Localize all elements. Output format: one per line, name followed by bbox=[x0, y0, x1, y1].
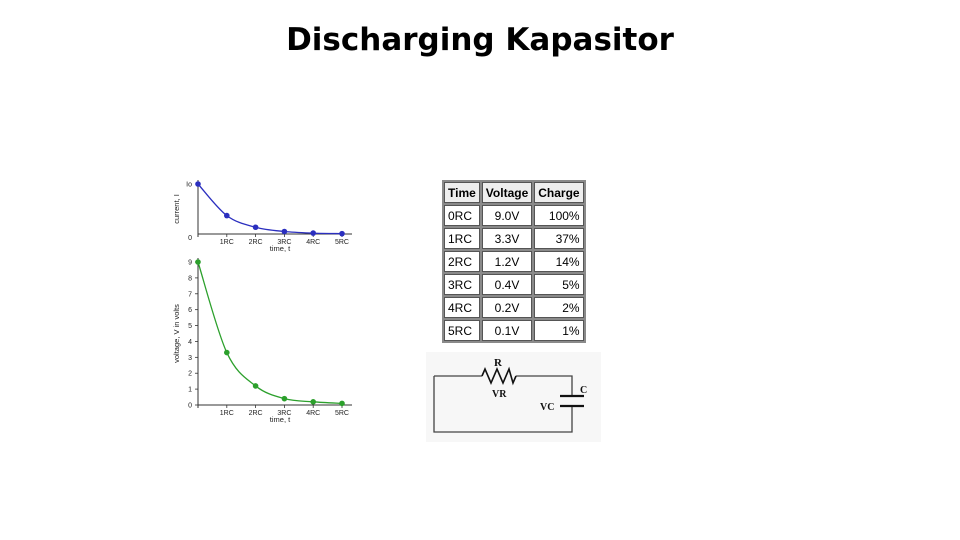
capacitor-label: C bbox=[580, 385, 587, 396]
data-point bbox=[281, 228, 288, 235]
x-tick-label: 2RC bbox=[249, 239, 263, 246]
y-tick-label: 0 bbox=[188, 403, 192, 410]
table-row: 4RC 0.2V 2% bbox=[444, 297, 584, 318]
x-tick-label: 2RC bbox=[249, 410, 263, 417]
column-header-charge: Charge bbox=[534, 182, 584, 203]
y-tick-label: Io bbox=[186, 182, 192, 189]
column-header-time: Time bbox=[444, 182, 480, 203]
table-header-row: Time Voltage Charge bbox=[444, 182, 584, 203]
table-row: 0RC 9.0V 100% bbox=[444, 205, 584, 226]
cell-charge: 100% bbox=[534, 205, 584, 226]
y-tick-label: 4 bbox=[188, 339, 192, 346]
x-tick-label: 5RC bbox=[335, 239, 349, 246]
voltage-chart: 1RC 2RC 3RC 4RC 5RC 0 1 2 3 4 5 6 7 8 9 time, t voltage,… bbox=[172, 258, 352, 424]
data-point bbox=[339, 230, 345, 237]
data-point bbox=[224, 349, 230, 356]
cell-time: 2RC bbox=[444, 251, 480, 272]
data-point bbox=[224, 212, 230, 219]
y-tick-label: 7 bbox=[188, 291, 192, 298]
x-tick-label: 4RC bbox=[306, 239, 320, 246]
rc-circuit-diagram: R VR C VC bbox=[426, 352, 601, 442]
series-line bbox=[197, 183, 343, 235]
column-header-voltage: Voltage bbox=[481, 182, 533, 203]
x-tick-label: 4RC bbox=[306, 410, 320, 417]
cell-time: 4RC bbox=[444, 297, 480, 318]
cell-time: 3RC bbox=[444, 274, 480, 295]
cell-voltage: 0.2V bbox=[481, 297, 533, 318]
x-axis-label: time, t bbox=[270, 415, 291, 424]
x-tick-label: 1RC bbox=[220, 239, 234, 246]
y-tick-label: 9 bbox=[188, 260, 192, 267]
cell-voltage: 3.3V bbox=[481, 228, 533, 249]
cell-voltage: 1.2V bbox=[481, 251, 533, 272]
table-row: 2RC 1.2V 14% bbox=[444, 251, 584, 272]
circuit-wire bbox=[433, 375, 573, 433]
y-tick-label: 0 bbox=[188, 235, 192, 242]
discharge-table: Time Voltage Charge 0RC 9.0V 100% 1RC 3.… bbox=[442, 180, 586, 343]
x-tick-label: 5RC bbox=[335, 410, 349, 417]
data-point bbox=[195, 259, 201, 265]
current-chart: 1RC 2RC 3RC 4RC 5RC Io 0 time, t current, I bbox=[172, 180, 352, 253]
data-point bbox=[252, 224, 259, 231]
y-axis-label: voltage, V in volts bbox=[172, 304, 181, 363]
x-axis-label: time, t bbox=[270, 244, 291, 253]
x-tick-label: 3RC bbox=[277, 239, 291, 246]
data-point bbox=[339, 400, 345, 407]
resistor-symbol bbox=[481, 366, 517, 386]
x-tick-label: 1RC bbox=[220, 410, 234, 417]
y-tick-label: 2 bbox=[188, 371, 192, 378]
resistor-label: R bbox=[494, 357, 503, 369]
table-row: 5RC 0.1V 1% bbox=[444, 320, 584, 341]
data-point bbox=[252, 383, 259, 389]
series-line bbox=[197, 261, 343, 405]
data-point bbox=[310, 230, 316, 236]
cell-voltage: 0.1V bbox=[481, 320, 533, 341]
capacitor-voltage-label: VC bbox=[540, 402, 554, 413]
cell-charge: 14% bbox=[534, 251, 584, 272]
x-tick-label: 3RC bbox=[277, 410, 291, 417]
cell-voltage: 9.0V bbox=[481, 205, 533, 226]
data-point bbox=[281, 395, 288, 402]
y-tick-label: 1 bbox=[188, 387, 192, 394]
y-tick-label: 3 bbox=[188, 355, 192, 362]
y-tick-label: 6 bbox=[188, 307, 192, 314]
data-point bbox=[195, 181, 201, 187]
cell-time: 1RC bbox=[444, 228, 480, 249]
cell-voltage: 0.4V bbox=[481, 274, 533, 295]
cell-time: 5RC bbox=[444, 320, 480, 341]
y-axis-label: current, I bbox=[172, 194, 181, 224]
cell-charge: 2% bbox=[534, 297, 584, 318]
y-tick-label: 5 bbox=[188, 323, 192, 330]
table-row: 3RC 0.4V 5% bbox=[444, 274, 584, 295]
cell-charge: 5% bbox=[534, 274, 584, 295]
cell-charge: 37% bbox=[534, 228, 584, 249]
cell-charge: 1% bbox=[534, 320, 584, 341]
data-point bbox=[310, 399, 316, 405]
resistor-voltage-label: VR bbox=[492, 389, 507, 400]
y-tick-label: 8 bbox=[188, 275, 192, 282]
cell-time: 0RC bbox=[444, 205, 480, 226]
slide-title: Discharging Kapasitor bbox=[286, 22, 674, 58]
table-row: 1RC 3.3V 37% bbox=[444, 228, 584, 249]
